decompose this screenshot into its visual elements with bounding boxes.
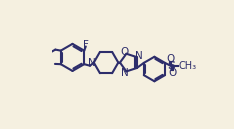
Text: CH₃: CH₃ — [179, 61, 197, 71]
Text: N: N — [88, 58, 96, 68]
Text: O: O — [166, 54, 174, 64]
Text: O: O — [168, 68, 176, 78]
Text: F: F — [83, 40, 89, 50]
Text: N: N — [121, 68, 128, 78]
Text: O: O — [121, 47, 129, 57]
Text: S: S — [167, 61, 175, 71]
Text: N: N — [135, 51, 143, 61]
